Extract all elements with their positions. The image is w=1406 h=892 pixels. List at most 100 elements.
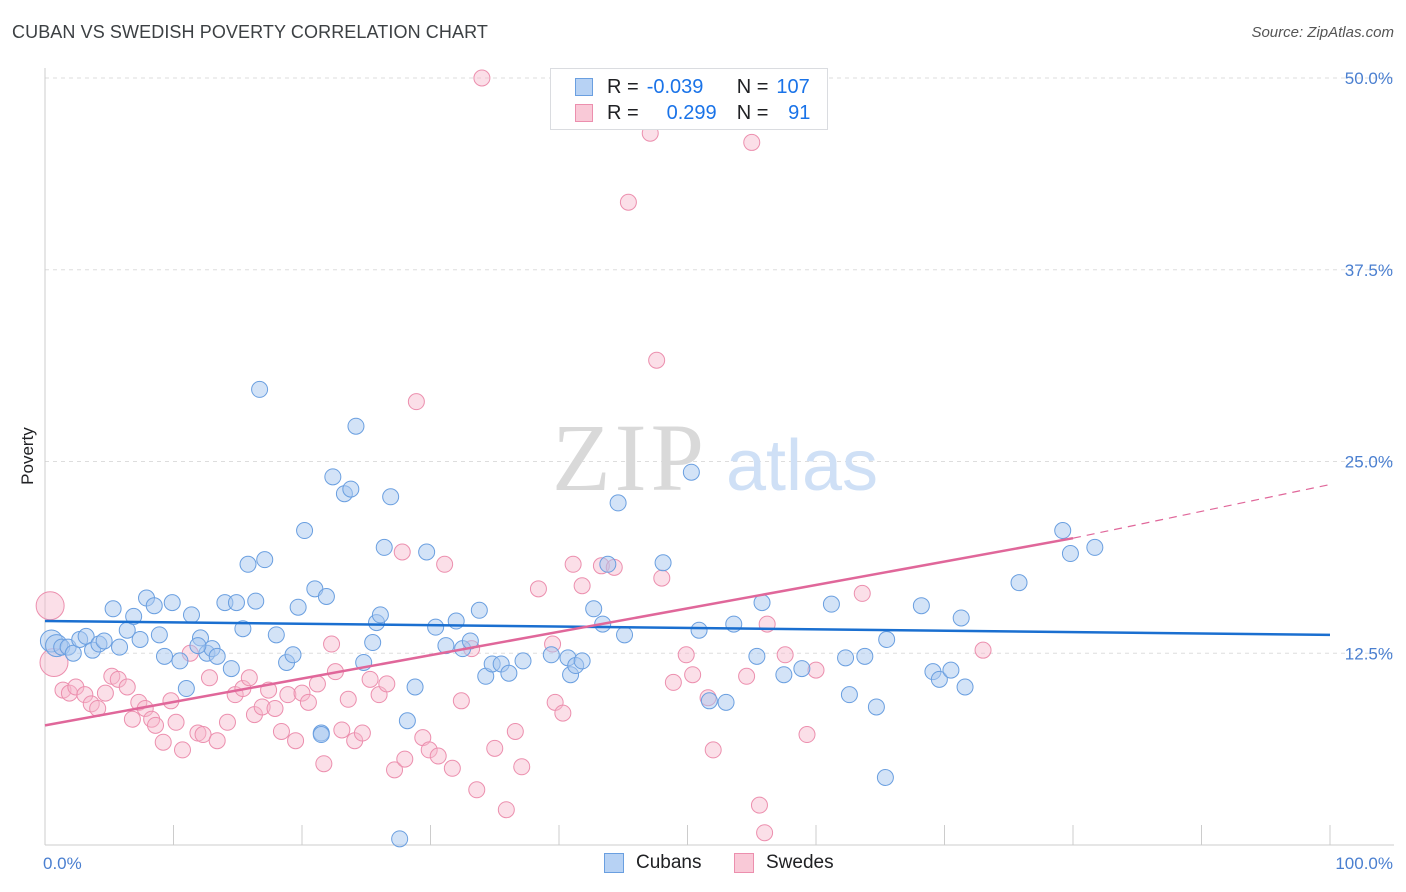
cubans-point <box>391 830 409 848</box>
series-cubans-points <box>39 380 1104 848</box>
swedes-point <box>677 646 695 664</box>
cubans-point <box>64 644 82 662</box>
cubans-point <box>822 595 840 613</box>
cubans-point <box>289 598 307 616</box>
cubans-point <box>267 626 285 644</box>
cubans-point <box>296 522 314 540</box>
cubans-point <box>251 380 269 398</box>
legend-row-cubans: R = -0.039 N = 107 <box>575 75 810 99</box>
swedes-point <box>333 721 351 739</box>
legend-item-cubans[interactable]: Cubans <box>604 852 702 874</box>
swedes-point <box>853 584 871 602</box>
cubans-point <box>418 543 436 561</box>
swedes-point <box>287 732 305 750</box>
swedes-point <box>272 722 290 740</box>
cubans-point <box>95 632 113 650</box>
cubans-point <box>867 698 885 716</box>
cubans-point <box>177 680 195 698</box>
swedes-point <box>743 133 761 151</box>
cubans-point <box>182 606 200 624</box>
cubans-point <box>542 646 560 664</box>
cubans-point <box>145 597 163 615</box>
cubans-point <box>690 621 708 639</box>
cubans-point <box>398 712 416 730</box>
cubans-point <box>912 597 930 615</box>
swedes-point <box>35 591 65 621</box>
cubans-point <box>654 554 672 572</box>
r-label-swedes: R = <box>607 101 639 124</box>
swedes-point <box>147 716 165 734</box>
cubans-point <box>189 637 207 655</box>
cubans-point <box>878 630 896 648</box>
cubans-point <box>876 769 894 787</box>
cubans-point <box>150 626 168 644</box>
n-label-swedes: N = <box>736 101 769 124</box>
cubans-point <box>775 666 793 684</box>
legend-item-swedes[interactable]: Swedes <box>734 852 834 874</box>
swedes-point <box>473 69 491 87</box>
cubans-point <box>125 607 143 625</box>
swedes-point <box>420 741 438 759</box>
swedes-trend-extension <box>1072 483 1331 539</box>
y-axis-label: Poverty <box>18 427 37 485</box>
swedes-point <box>486 739 504 757</box>
chart-title: CUBAN VS SWEDISH POVERTY CORRELATION CHA… <box>12 22 488 42</box>
correlation-legend: R = -0.039 N = 107 R = 0.299 N = 91 <box>550 68 828 130</box>
cubans-point <box>222 660 240 678</box>
cubans-point <box>406 678 424 696</box>
cubans-point <box>131 630 149 648</box>
cubans-point <box>748 647 766 665</box>
swedes-point <box>807 661 825 679</box>
swedes-point <box>173 741 191 759</box>
cubans-point <box>942 661 960 679</box>
cubans-point <box>952 609 970 627</box>
cubans-point <box>156 647 174 665</box>
cubans-point <box>239 555 257 573</box>
swedes-point <box>798 726 816 744</box>
cubans-point <box>1061 545 1079 563</box>
swedes-point <box>208 732 226 750</box>
swedes-point <box>452 692 470 710</box>
cubans-point <box>616 626 634 644</box>
cubans-point <box>234 620 252 638</box>
legend-cubans-label: Cubans <box>636 852 702 873</box>
y-tick-label: 37.5% <box>1345 261 1393 280</box>
axes <box>44 68 1394 846</box>
swedes-point <box>386 761 404 779</box>
swedes-point <box>738 667 756 685</box>
swedes-point <box>497 801 515 819</box>
cubans-point <box>682 463 700 481</box>
swedes-point <box>513 758 531 776</box>
n-label-cubans: N = <box>736 75 769 98</box>
swedes-point <box>776 646 794 664</box>
swedes-point <box>118 678 136 696</box>
swedes-point <box>266 699 284 717</box>
watermark-zip: ZIP <box>552 404 708 511</box>
cubans-point <box>342 480 360 498</box>
r-value-swedes: 0.299 <box>666 101 717 124</box>
swedes-point <box>308 675 326 693</box>
swedes-point <box>573 577 591 595</box>
cubans-point <box>371 606 389 624</box>
cubans-point <box>700 692 718 710</box>
swedes-trend-line <box>44 536 1074 727</box>
swedes-point <box>76 686 94 704</box>
swedes-point <box>123 710 141 728</box>
cubans-point <box>573 652 591 670</box>
cubans-point <box>837 649 855 667</box>
swedes-point <box>218 713 236 731</box>
cubans-point <box>930 670 948 688</box>
swedes-point <box>361 670 379 688</box>
swedes-point <box>554 704 572 722</box>
cubans-point <box>956 678 974 696</box>
legend-row-swedes: R = 0.299 N = 91 <box>575 101 810 125</box>
swedes-point <box>339 690 357 708</box>
trend-lines <box>44 483 1331 727</box>
cubans-point <box>312 726 330 744</box>
cubans-point <box>111 638 129 656</box>
swedes-point <box>96 684 114 702</box>
legend-swedes-swatch <box>734 853 754 873</box>
cubans-point <box>1086 538 1104 556</box>
cubans-point <box>347 417 365 435</box>
swedes-point <box>704 741 722 759</box>
